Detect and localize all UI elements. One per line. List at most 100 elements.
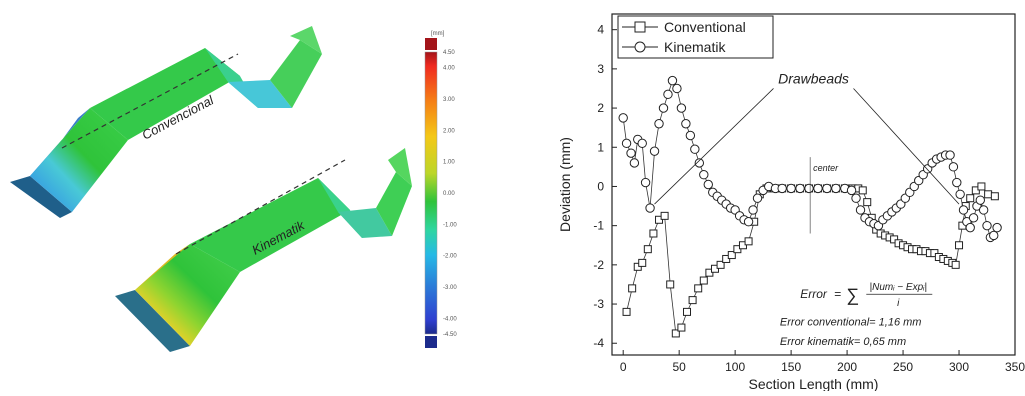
colorbar-tick-label: 0.00 [443, 191, 455, 197]
x-tick-label: 200 [837, 360, 857, 374]
data-point [990, 192, 999, 201]
data-point [649, 229, 658, 238]
colorbar-tick-label: -2.00 [443, 254, 457, 260]
data-point [813, 183, 823, 194]
data-point [688, 296, 697, 305]
drawbeads-pointer-right [853, 88, 960, 205]
formula-numerator: |Numᵢ − Expᵢ| [870, 282, 927, 293]
colorbar-tick-label: -4.50 [443, 332, 457, 338]
chart-svg: 0 50 100 150 200 250 300 350 4 3 2 1 0 -1 -2 -3 -4 Sectio… [557, 13, 1025, 392]
data-point [955, 241, 964, 250]
top-part-surface [10, 26, 322, 218]
legend: Conventional Kinematik [617, 15, 774, 59]
data-point [727, 251, 736, 260]
error-formula: Error = ∑ |Numᵢ − Expᵢ| i [800, 282, 933, 309]
x-tick-label: 50 [672, 360, 686, 374]
data-point [978, 205, 989, 215]
colorbar-tick-label: 2.00 [443, 128, 455, 134]
data-point [663, 89, 673, 100]
legend-label: Conventional [664, 19, 746, 35]
data-point [628, 284, 637, 293]
data-point [629, 158, 640, 168]
data-point [666, 280, 675, 289]
x-tick-label: 250 [893, 360, 913, 374]
data-point [955, 189, 965, 199]
colorbar-tick-label: -1.00 [443, 222, 457, 228]
data-point [683, 307, 692, 316]
colorbar-top-swatch [425, 38, 437, 50]
data-point [716, 260, 725, 269]
x-tick-label: 0 [620, 360, 627, 374]
x-axis-label: Section Length (mm) [749, 376, 879, 391]
data-point [699, 276, 708, 285]
data-point [649, 146, 660, 156]
colorbar-ticks: 4.50 4.00 3.00 2.00 1.00 0.00 -1.00 -2.00 -3.00 -… [443, 50, 457, 338]
colorbar [424, 51, 438, 335]
data-point [951, 260, 960, 269]
data-point [748, 205, 758, 215]
x-tick-label: 350 [1005, 360, 1025, 374]
data-point [822, 183, 832, 194]
simulation-figure: Convencional Kinematik [mm] 4.50 4.00 3.00… [0, 0, 470, 391]
data-point [618, 113, 628, 123]
error-conventional-text: Error conventional= 1,16 mm [780, 317, 922, 329]
data-point [676, 103, 687, 113]
colorbar-tick-label: 4.00 [443, 66, 455, 72]
data-point [952, 177, 962, 188]
data-point [744, 237, 753, 246]
data-point [831, 183, 841, 194]
drawbeads-pointer-left [654, 88, 774, 205]
data-point [977, 182, 986, 191]
colorbar-tick-label: -3.00 [443, 285, 457, 291]
colorbar-bottom-swatch [425, 336, 437, 348]
data-point [672, 83, 682, 94]
data-point [965, 222, 975, 233]
data-point [681, 119, 691, 129]
y-axis-label: Deviation (mm) [557, 137, 573, 232]
data-point [703, 179, 713, 190]
data-point [660, 211, 669, 220]
data-point [677, 323, 686, 332]
deviation-chart: 0 50 100 150 200 250 300 350 4 3 2 1 0 -1 -2 -3 -4 Sectio… [520, 0, 1025, 392]
y-tick-label: 4 [597, 23, 604, 37]
data-point [685, 130, 696, 141]
colorbar-unit: [mm] [431, 31, 445, 37]
colorbar-tick-label: 1.00 [443, 160, 455, 166]
data-point [992, 222, 1002, 233]
error-kinematik-text: Error kinematik= 0,65 mm [780, 336, 906, 348]
formula-eq: = [834, 287, 841, 301]
data-point [621, 138, 632, 149]
y-tick-label: 0 [597, 179, 604, 193]
data-point [984, 190, 993, 199]
data-point [958, 205, 969, 215]
data-point [667, 75, 678, 86]
data-point [658, 103, 669, 113]
x-tick-label: 300 [949, 360, 969, 374]
data-point [637, 138, 647, 149]
colorbar-tick-label: 4.50 [443, 50, 455, 56]
y-tick-label: 3 [597, 62, 604, 76]
data-point [690, 144, 700, 154]
data-point [622, 307, 631, 316]
colorbar-tick-label: 3.00 [443, 97, 455, 103]
series-kinematik [618, 75, 1002, 243]
formula-lhs: Error [800, 287, 828, 301]
y-tick-label: -2 [593, 258, 604, 272]
data-point [945, 150, 955, 160]
y-tick-label: -3 [593, 297, 604, 311]
data-point [948, 162, 959, 172]
drawbeads-label: Drawbeads [778, 71, 849, 87]
data-point [795, 183, 805, 194]
data-point [694, 158, 705, 168]
y-tick-label: 2 [597, 101, 604, 115]
data-point [786, 183, 796, 194]
data-point [626, 148, 636, 158]
data-point [851, 193, 861, 203]
data-point [643, 245, 652, 254]
data-point [855, 205, 866, 215]
data-point [989, 230, 999, 241]
plot-frame [611, 13, 1016, 356]
legend-marker [634, 41, 646, 53]
data-point [694, 284, 703, 293]
data-point [699, 170, 709, 180]
